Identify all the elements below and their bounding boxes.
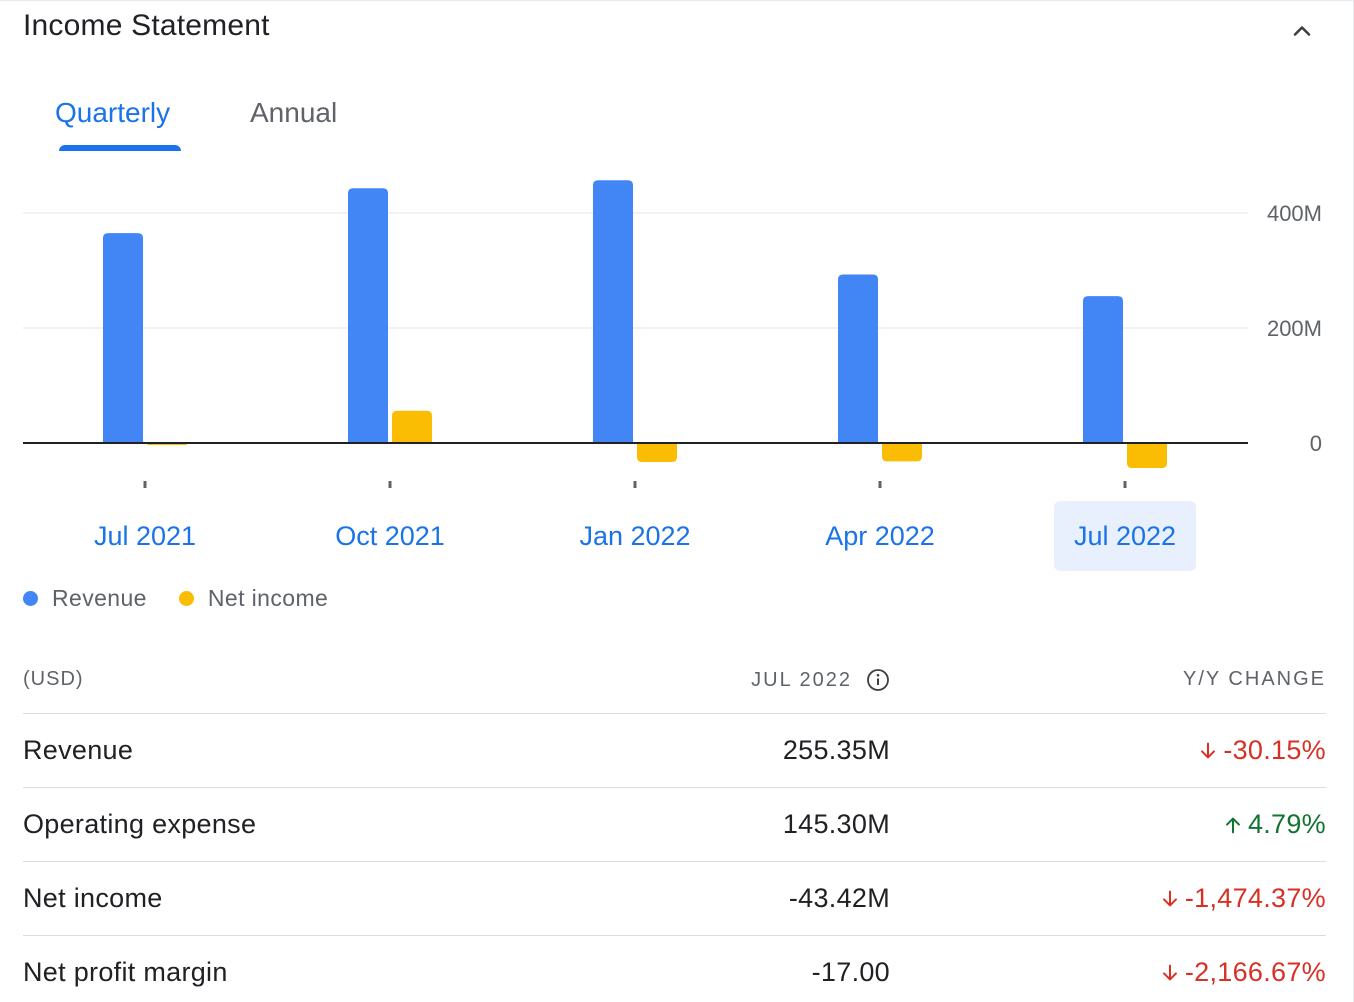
table-row: Revenue 255.35M -30.15% bbox=[23, 714, 1326, 788]
y-tick-label: 200M bbox=[1267, 316, 1322, 341]
row-change-value: -1,474.37% bbox=[1184, 883, 1326, 913]
period-button[interactable]: Jan 2022 bbox=[579, 520, 691, 551]
table-header: (USD) JUL 2022 Y/Y CHANGE bbox=[23, 651, 1326, 714]
card-title: Income Statement bbox=[23, 9, 270, 42]
revenue-bar bbox=[593, 180, 633, 443]
unit-label: (USD) bbox=[23, 668, 84, 690]
row-change: -1,474.37% bbox=[1159, 883, 1326, 914]
net-income-bar bbox=[392, 410, 432, 443]
tab-quarterly[interactable]: Quarterly bbox=[55, 97, 171, 128]
change-column-header: Y/Y CHANGE bbox=[1183, 668, 1326, 690]
legend-dot-net-income bbox=[178, 591, 194, 606]
period-button[interactable]: Apr 2022 bbox=[825, 520, 935, 551]
table-row: Net income -43.42M -1,474.37% bbox=[23, 862, 1326, 936]
collapse-button[interactable] bbox=[1284, 13, 1320, 49]
financials-table: (USD) JUL 2022 Y/Y CHANGE Revenue 255.35M… bbox=[23, 651, 1326, 1002]
chevron-up-icon bbox=[1293, 26, 1311, 36]
row-label: Operating expense bbox=[23, 809, 257, 839]
row-label: Net profit margin bbox=[23, 957, 228, 987]
y-tick-label: 400M bbox=[1267, 201, 1322, 226]
legend-dot-revenue bbox=[23, 591, 38, 606]
legend-item-revenue: Revenue bbox=[23, 585, 147, 612]
period-label: JUL 2022 bbox=[751, 668, 852, 691]
table-rows: Revenue 255.35M -30.15% Operating expense 14… bbox=[23, 714, 1326, 1002]
legend-label-revenue: Revenue bbox=[52, 585, 147, 611]
tab-annual[interactable]: Annual bbox=[250, 97, 338, 128]
row-change: -30.15% bbox=[1197, 735, 1326, 766]
row-label: Net income bbox=[23, 883, 163, 913]
revenue-bar bbox=[1083, 296, 1123, 443]
chart-legend: Revenue Net income bbox=[23, 585, 360, 612]
table-row: Operating expense 145.30M 4.79% bbox=[23, 788, 1326, 862]
arrow-down-icon bbox=[1159, 962, 1181, 984]
row-value: -43.42M bbox=[788, 883, 890, 913]
period-column-header: JUL 2022 bbox=[751, 668, 890, 692]
period-button[interactable]: Jul 2021 bbox=[93, 520, 197, 551]
row-change-value: -30.15% bbox=[1223, 735, 1326, 765]
row-change-value: 4.79% bbox=[1247, 809, 1326, 839]
row-value: -17.00 bbox=[811, 957, 890, 987]
row-value: 145.30M bbox=[782, 809, 890, 839]
arrow-down-icon bbox=[1159, 888, 1181, 910]
revenue-bar bbox=[838, 274, 878, 443]
row-value: 255.35M bbox=[782, 735, 890, 765]
row-change: 4.79% bbox=[1222, 809, 1326, 840]
arrow-down-icon bbox=[1197, 740, 1219, 762]
net-income-bar bbox=[882, 443, 922, 462]
row-change-value: -2,166.67% bbox=[1184, 957, 1326, 987]
period-button[interactable]: Oct 2021 bbox=[335, 520, 445, 551]
revenue-bar bbox=[348, 188, 388, 443]
y-tick-label: 0 bbox=[1310, 431, 1322, 456]
info-icon[interactable] bbox=[866, 668, 890, 692]
legend-item-net-income: Net income bbox=[178, 585, 329, 612]
net-income-bar bbox=[637, 443, 677, 462]
revenue-bar bbox=[103, 233, 143, 443]
net-income-bar bbox=[1127, 443, 1167, 468]
income-chart: 0 200M 400M bbox=[23, 180, 1322, 488]
arrow-up-icon bbox=[1222, 814, 1244, 836]
table-row: Net profit margin -17.00 -2,166.67% bbox=[23, 936, 1326, 1002]
row-label: Revenue bbox=[23, 735, 134, 765]
period-button[interactable]: Jul 2022 bbox=[1054, 501, 1196, 571]
active-tab-indicator bbox=[59, 145, 181, 151]
legend-label-net-income: Net income bbox=[207, 585, 329, 611]
row-change: -2,166.67% bbox=[1159, 957, 1326, 988]
